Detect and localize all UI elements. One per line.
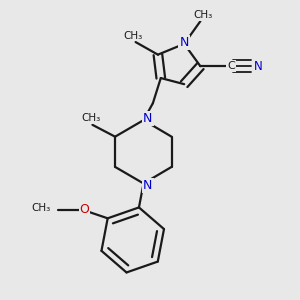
Text: CH₃: CH₃: [194, 10, 213, 20]
Text: CH₃: CH₃: [31, 203, 50, 213]
Text: CH₃: CH₃: [123, 31, 142, 40]
Text: N: N: [254, 60, 262, 73]
Text: C: C: [227, 61, 235, 71]
Text: CH₃: CH₃: [81, 113, 100, 123]
Text: N: N: [143, 179, 152, 192]
Text: O: O: [80, 202, 89, 215]
Text: N: N: [179, 36, 189, 49]
Text: N: N: [143, 112, 152, 125]
